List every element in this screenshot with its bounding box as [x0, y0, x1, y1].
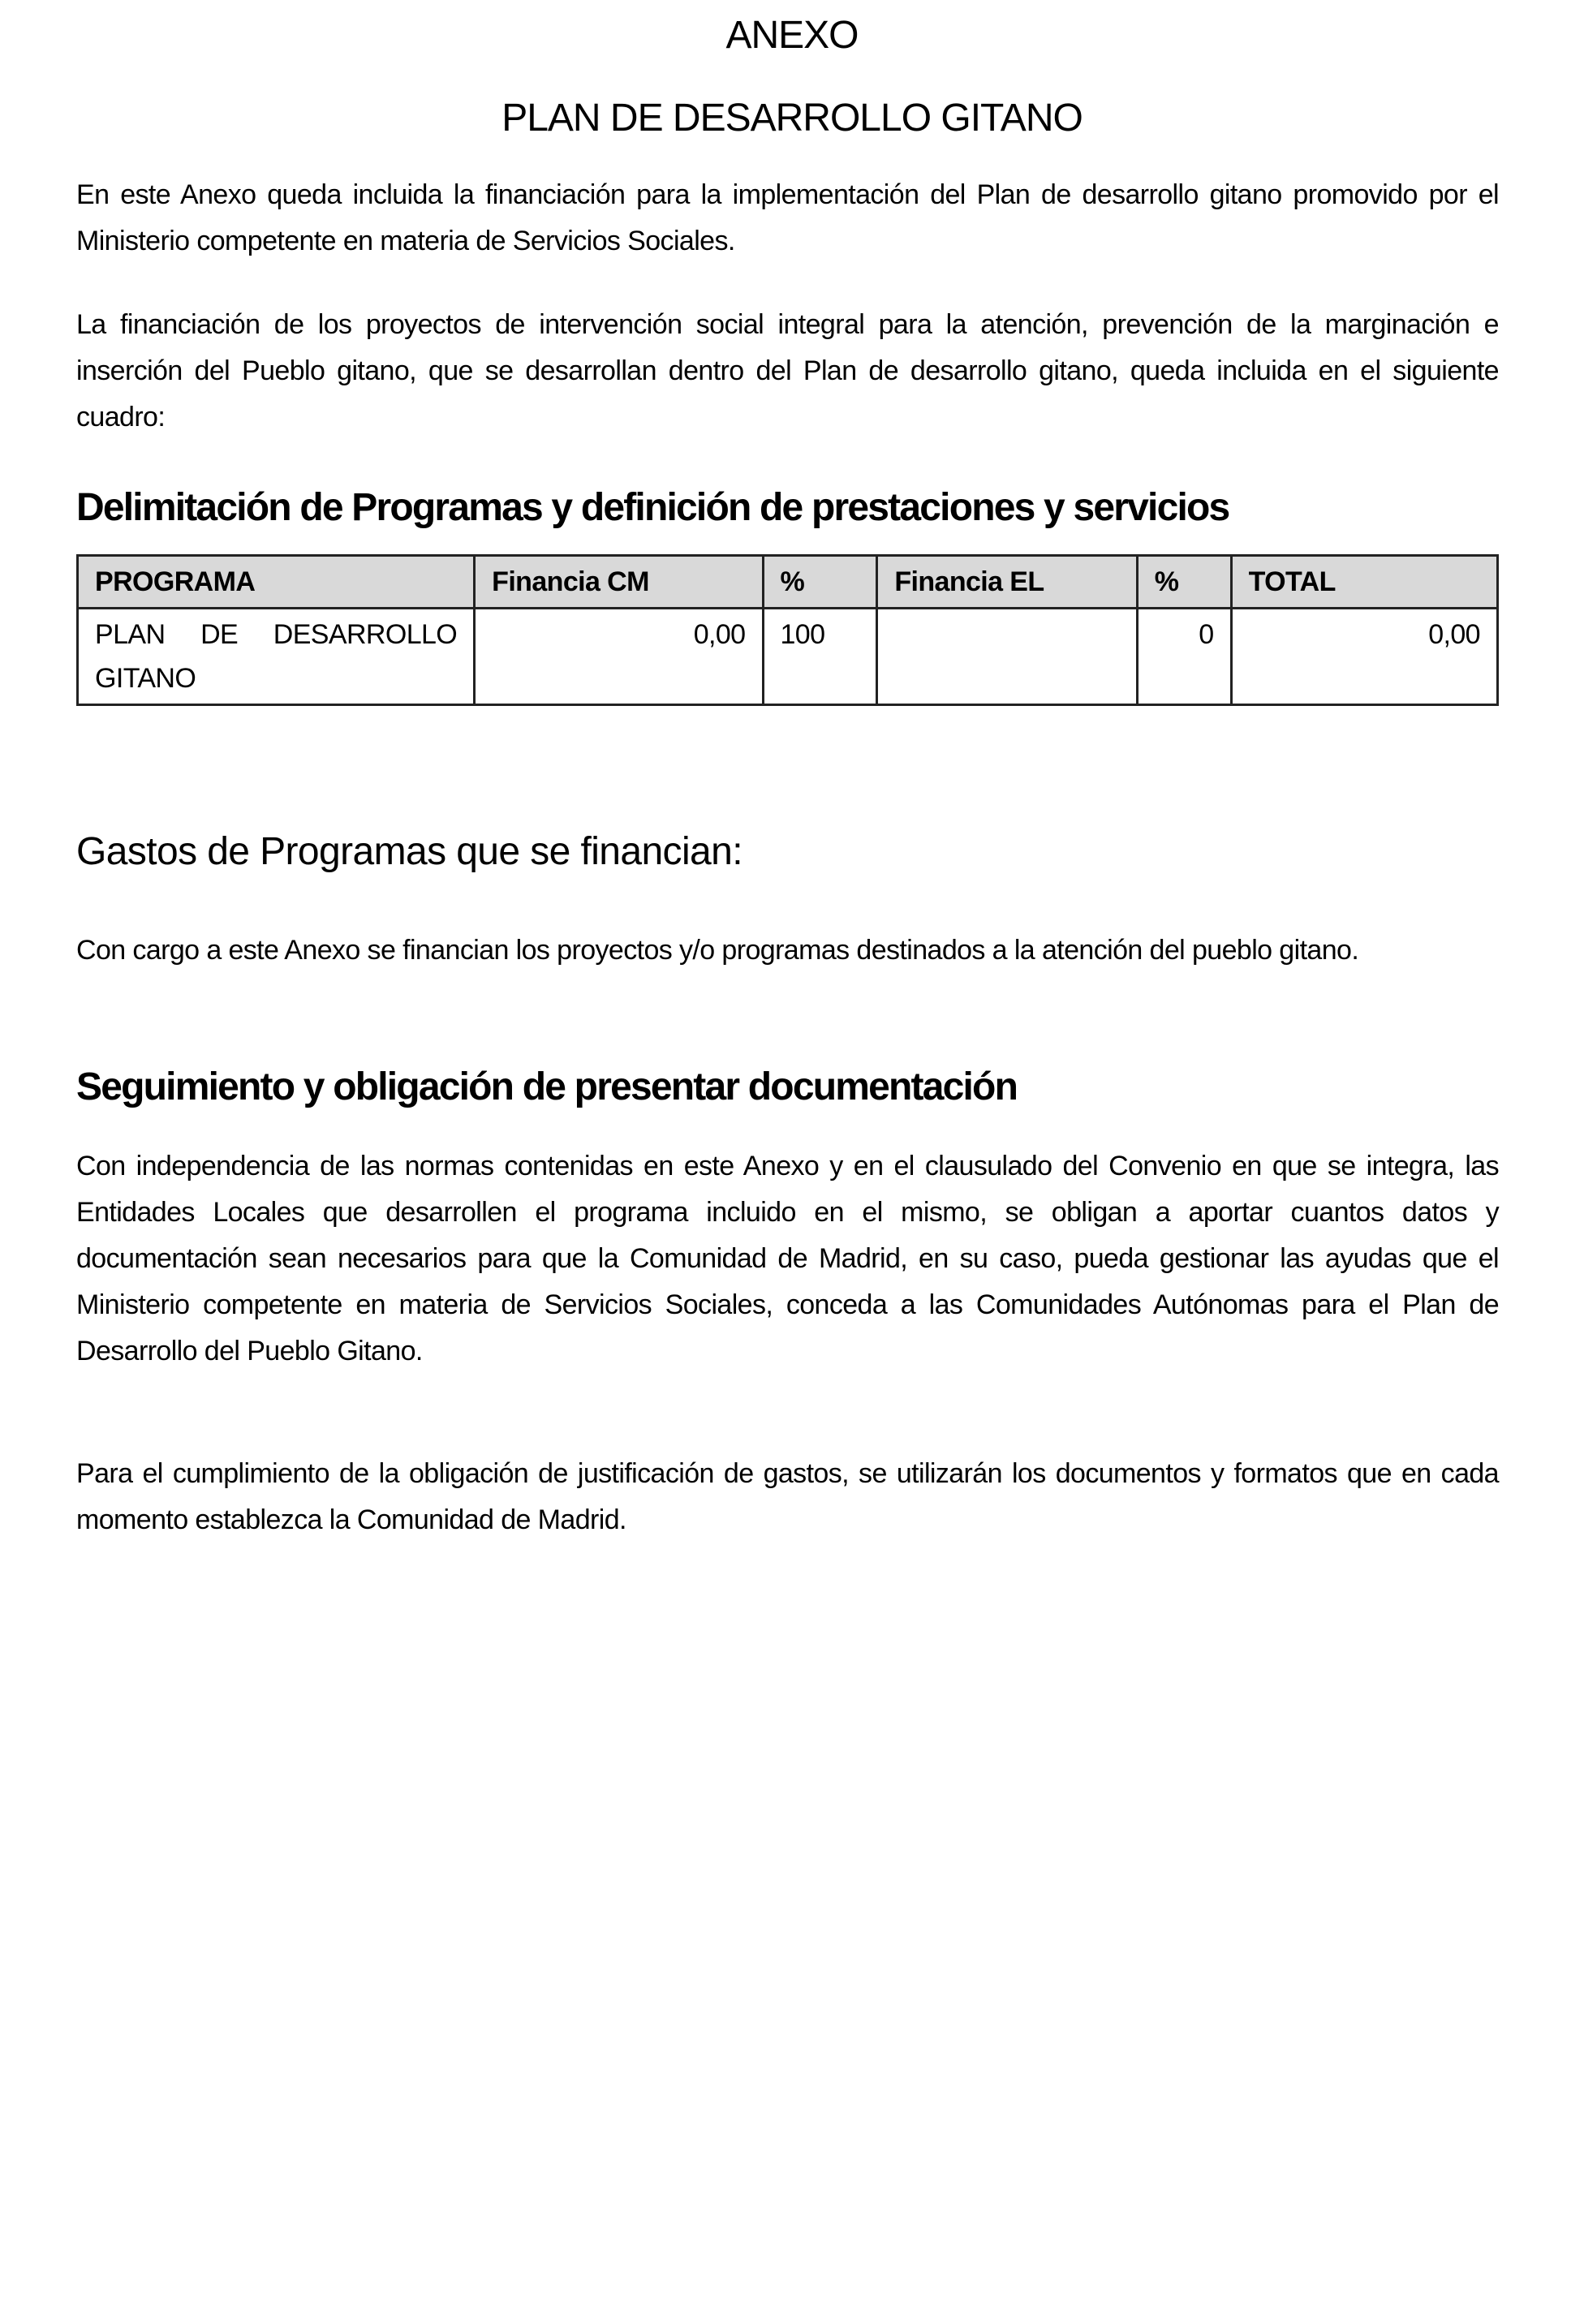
cell-financia-cm: 0,00 [473, 607, 764, 706]
section-heading-seguimiento: Seguimiento y obligación de presentar do… [76, 1065, 1018, 1108]
header-total: TOTAL [1229, 554, 1500, 609]
seguimiento-paragraph-2: Para el cumplimiento de la obligación de… [76, 1458, 1500, 1535]
cell-programa: PLAN DE DESARROLLO GITANO [75, 607, 476, 706]
table-header-row: PROGRAMA Financia CM % Financia EL % TOT… [75, 554, 1500, 609]
header-programa: PROGRAMA [75, 554, 476, 609]
table-row: PLAN DE DESARROLLO GITANO 0,00 100 0 0,0… [75, 607, 1500, 706]
header-financia-cm: Financia CM [473, 554, 764, 609]
gastos-paragraph: Con cargo a este Anexo se financian los … [76, 935, 1359, 966]
header-percent-cm: % [761, 554, 879, 609]
document-title: ANEXO [725, 14, 859, 57]
section-heading-delimitacion: Delimitación de Programas y definición d… [76, 486, 1230, 529]
funding-table: PROGRAMA Financia CM % Financia EL % TOT… [75, 554, 1500, 706]
document-subtitle: PLAN DE DESARROLLO GITANO [501, 97, 1083, 140]
cell-total: 0,00 [1229, 607, 1500, 706]
section-heading-gastos: Gastos de Programas que se financian: [76, 830, 743, 873]
cell-percent-el: 0 [1135, 607, 1233, 706]
seguimiento-paragraph-1: Con independencia de las normas contenid… [76, 1151, 1500, 1366]
cell-percent-cm: 100 [761, 607, 879, 706]
cell-financia-el [876, 607, 1138, 706]
header-percent-el: % [1135, 554, 1233, 609]
header-financia-el: Financia EL [876, 554, 1138, 609]
intro-paragraph-1: En este Anexo queda incluida la financia… [76, 179, 1500, 256]
intro-paragraph-2: La financiación de los proyectos de inte… [76, 309, 1500, 433]
